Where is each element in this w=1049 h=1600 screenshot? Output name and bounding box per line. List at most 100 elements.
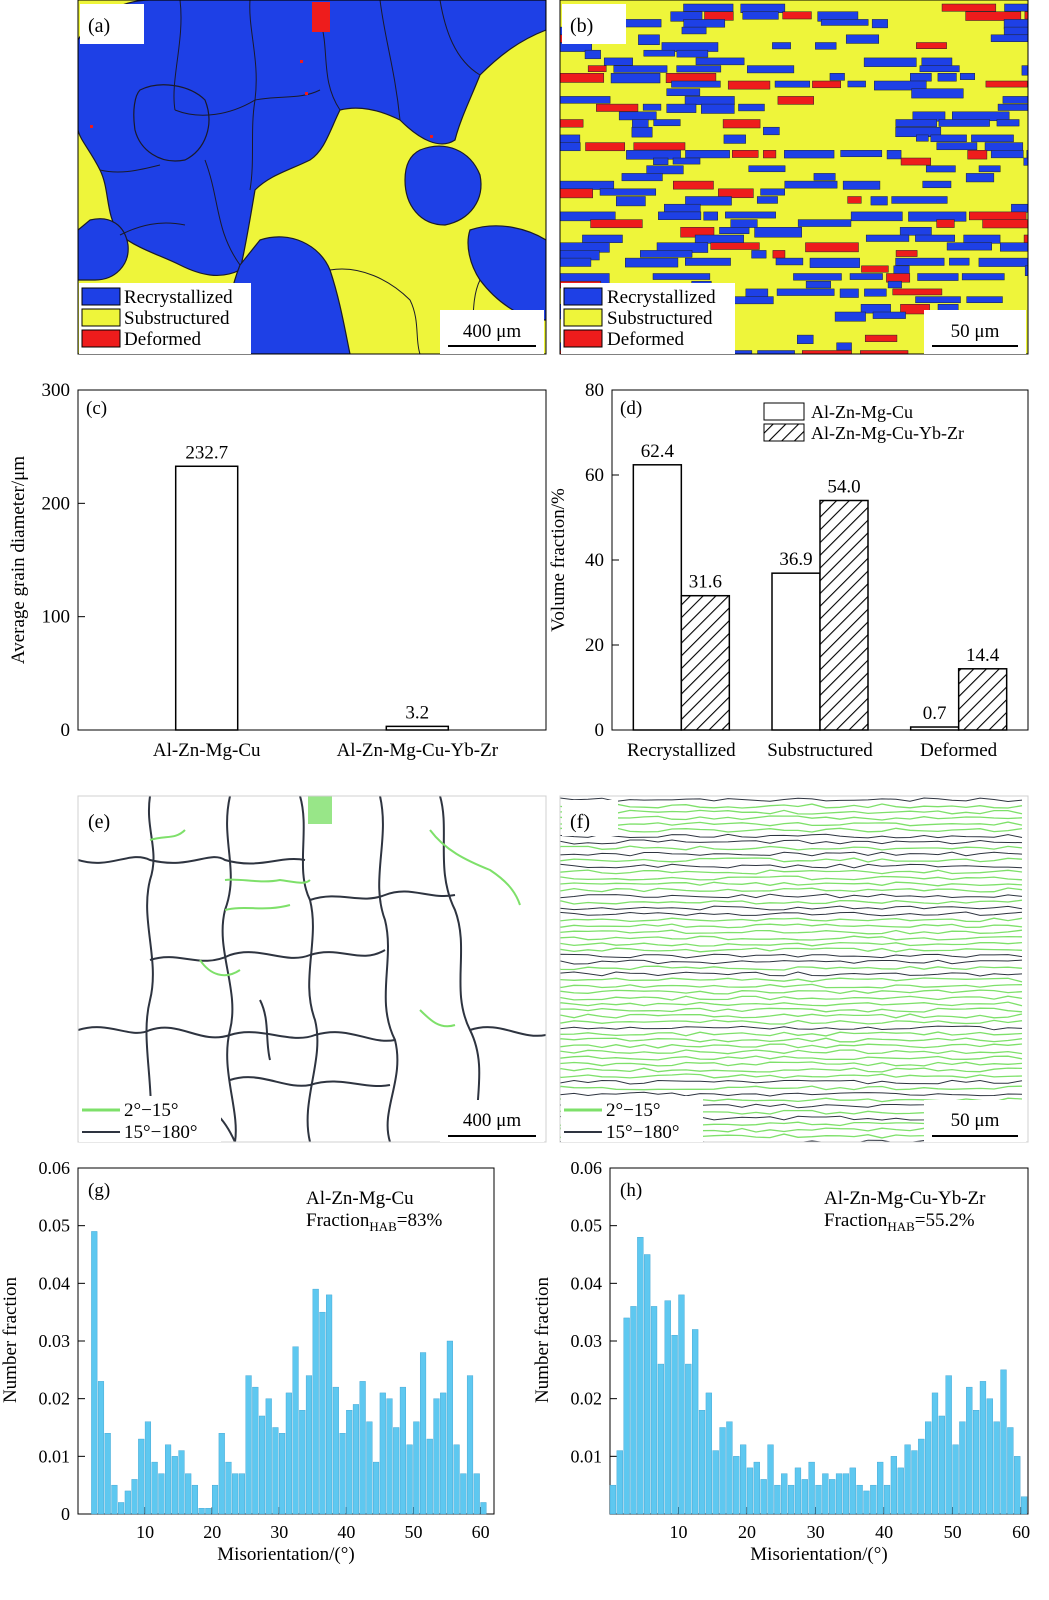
map-f-low-angle-boundary	[560, 917, 1023, 923]
chart-g-bar	[473, 1473, 480, 1515]
chart-d-y-axis-label: Volume fraction/%	[548, 488, 569, 632]
map-f-low-angle-boundary	[560, 1037, 1023, 1043]
chart-g-bar	[272, 1427, 279, 1515]
chart-g-bar	[279, 1433, 286, 1515]
map-b-grain	[772, 42, 791, 50]
chart-g-bar	[312, 1288, 319, 1515]
chart-g-bar	[258, 1415, 266, 1515]
map-f-boundary-lines	[560, 797, 1023, 1142]
map-b-grain	[966, 296, 1003, 304]
map-b-grain	[870, 196, 888, 206]
chart-h-bar	[883, 1484, 891, 1515]
map-b-grain	[584, 49, 601, 60]
chart-g-bar	[352, 1404, 360, 1515]
chart-h-bar	[945, 1375, 952, 1515]
map-f-low-angle-boundary	[560, 869, 1023, 875]
map-b-grain	[638, 34, 660, 45]
map-b-grain	[925, 165, 956, 173]
chart-h-bar	[719, 1427, 726, 1515]
chart-h-bar	[767, 1444, 774, 1515]
chart-h-bar	[657, 1363, 665, 1515]
chart-h-annotation-alloy: Al-Zn-Mg-Cu-Yb-Zr	[824, 1188, 986, 1209]
chart-h-bar	[623, 1317, 630, 1515]
map-b-grain	[775, 257, 804, 266]
chart-h-misorientation-histogram: (h) Al-Zn-Mg-Cu-Yb-Zr FractionHAB=55.2% …	[532, 1158, 1030, 1565]
chart-d-bars: 62.4 31.6 Recrystallized 36.9 54.0 Substructu…	[627, 441, 1008, 761]
chart-h-bar	[972, 1409, 980, 1515]
map-b-grain	[959, 73, 976, 80]
chart-h-bar	[986, 1398, 993, 1515]
map-b-grain	[915, 296, 961, 304]
map-b-grain	[812, 80, 841, 89]
map-b-grain	[774, 80, 811, 88]
chart-c-bar	[385, 725, 450, 731]
map-b-grain	[560, 257, 592, 267]
map-b-grain	[625, 257, 679, 268]
chart-h-bar	[781, 1473, 788, 1515]
chart-h-bar	[966, 1386, 973, 1515]
map-b-grain	[847, 196, 862, 204]
map-f-low-angle-boundary	[560, 965, 1023, 971]
map-b-grain	[965, 173, 995, 183]
map-b-grain	[895, 257, 945, 266]
chart-h-bar	[678, 1294, 685, 1515]
map-f-low-angle-boundary	[560, 1043, 1023, 1049]
map-e-background	[78, 796, 546, 1142]
panel-label-h: (h)	[620, 1180, 642, 1201]
chart-h-x-tick-label: 10	[670, 1522, 688, 1542]
map-b-grain	[748, 165, 786, 173]
map-b-grain	[756, 196, 778, 204]
map-f-high-angle-boundary	[560, 911, 1023, 917]
map-a-label-box	[80, 4, 144, 44]
map-f-label-box	[562, 800, 618, 836]
map-b-grain	[603, 57, 633, 66]
map-b-grain	[738, 103, 765, 112]
map-f-high-angle-boundary	[560, 905, 1023, 911]
chart-c-y-axis-label: Average grain diameter/μm	[8, 456, 29, 664]
map-b-grain	[685, 196, 732, 206]
map-f-frame	[559, 795, 1029, 1143]
map-a-grain-boundaries	[99, 0, 481, 354]
map-f-low-angle-boundary	[560, 977, 1023, 983]
chart-h-bar	[712, 1450, 719, 1515]
chart-h-bar	[637, 1236, 644, 1515]
map-b-grain	[695, 57, 745, 66]
chart-h-y-tick-label: 0.06	[571, 1158, 603, 1178]
map-b-grain	[681, 26, 707, 35]
map-f-low-angle-boundary	[560, 815, 1023, 821]
map-b-grain	[900, 304, 930, 315]
map-b-grain	[710, 242, 760, 250]
map-b-grain	[653, 119, 681, 127]
chart-c-plot-frame	[77, 389, 547, 731]
map-b-grain	[990, 150, 1024, 159]
chart-h-bar	[870, 1484, 877, 1515]
chart-h-y-tick-label: 0.01	[571, 1446, 603, 1466]
chart-g-x-tick-label: 60	[472, 1522, 490, 1542]
map-f-low-angle-boundary	[560, 1061, 1023, 1067]
chart-d-data-label: 31.6	[689, 572, 722, 593]
chart-h-bar	[849, 1467, 856, 1515]
chart-d-y-tick-label: 60	[585, 465, 604, 486]
chart-g-bar	[111, 1484, 118, 1515]
legend-label-recrystallized-b: Recrystallized	[607, 287, 716, 308]
chart-g-bar	[433, 1398, 440, 1515]
map-b-grain	[864, 334, 898, 342]
chart-g-bar	[238, 1473, 245, 1515]
map-b-grain	[727, 80, 771, 90]
chart-g-y-tick-label: 0	[61, 1504, 70, 1524]
map-b-grain	[560, 96, 611, 104]
chart-h-bar	[739, 1444, 747, 1515]
chart-d-bar	[909, 726, 960, 731]
map-b-grain	[809, 257, 860, 268]
map-b-grain	[640, 250, 693, 258]
map-f-high-angle-boundary	[560, 959, 1023, 965]
map-b-grain	[860, 350, 909, 354]
map-b-grain	[829, 73, 845, 81]
chart-d-y-ticks: 0 20 40 60 80	[585, 380, 619, 741]
chart-h-x-tick-label: 20	[738, 1522, 756, 1542]
map-b-grain	[1024, 11, 1028, 20]
map-e-frame	[77, 795, 547, 1143]
chart-h-y-tick-label: 0.03	[571, 1331, 603, 1351]
chart-g-ticks: 0 0.01 0.02 0.03 0.04 0.05 0.06 10 20 30 40 50 60	[39, 1158, 490, 1542]
panel-label-b: (b)	[570, 15, 593, 37]
